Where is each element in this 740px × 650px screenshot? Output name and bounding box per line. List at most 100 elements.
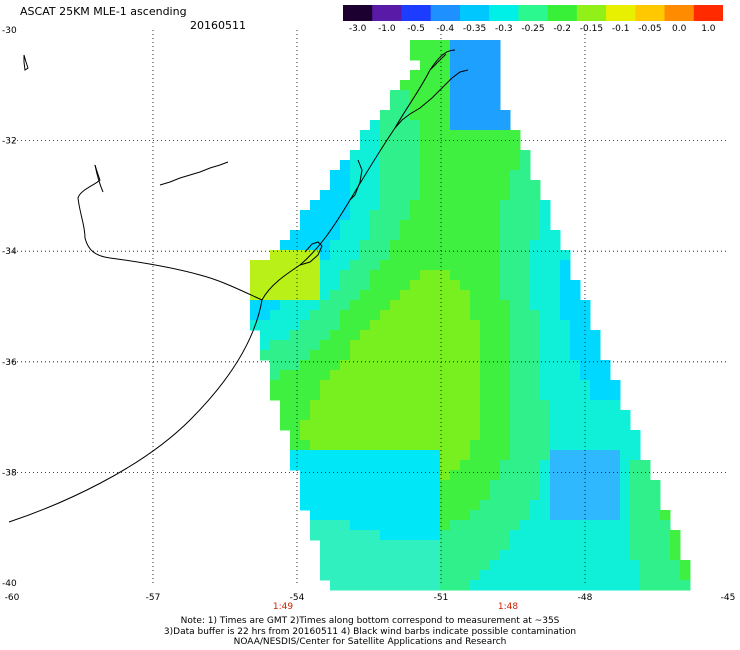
swath-cell	[430, 510, 441, 521]
swath-cell	[280, 320, 291, 331]
swath-cell	[400, 170, 411, 181]
swath-cell	[510, 280, 521, 291]
swath-cell	[460, 490, 471, 501]
swath-cell	[290, 320, 301, 331]
swath-cell	[360, 290, 371, 301]
swath-cell	[610, 510, 621, 521]
swath-cell	[520, 280, 531, 291]
swath-cell	[560, 250, 571, 261]
swath-cell	[400, 560, 411, 571]
longitude-label: -48	[577, 593, 593, 603]
swath-cell	[470, 500, 481, 511]
swath-cell	[340, 300, 351, 311]
swath-cell	[620, 480, 631, 491]
swath-cell	[300, 280, 311, 291]
swath-cell	[430, 450, 441, 461]
swath-cell	[470, 230, 481, 241]
colorbar-swatch	[518, 5, 549, 21]
swath-cell	[470, 470, 481, 481]
swath-cell	[370, 190, 381, 201]
swath-cell	[460, 510, 471, 521]
swath-cell	[340, 350, 351, 361]
swath-cell	[480, 390, 491, 401]
swath-cell	[530, 340, 541, 351]
swath-cell	[550, 530, 561, 541]
swath-cell	[330, 240, 341, 251]
swath-cell	[280, 370, 291, 381]
swath-cell	[370, 540, 381, 551]
swath-cell	[450, 540, 461, 551]
swath-cell	[430, 130, 441, 141]
swath-cell	[460, 260, 471, 271]
swath-cell	[630, 550, 641, 561]
swath-cell	[340, 490, 351, 501]
swath-cell	[550, 340, 561, 351]
swath-cell	[510, 380, 521, 391]
swath-cell	[440, 280, 451, 291]
swath-cell	[410, 420, 421, 431]
swath-cell	[550, 330, 561, 341]
swath-cell	[410, 300, 421, 311]
swath-cell	[610, 470, 621, 481]
swath-cell	[480, 90, 491, 101]
swath-cell	[460, 210, 471, 221]
swath-cell	[570, 360, 581, 371]
swath-cell	[470, 310, 481, 321]
swath-cell	[470, 70, 481, 81]
swath-cell	[350, 180, 361, 191]
swath-cell	[410, 400, 421, 411]
swath-cell	[420, 550, 431, 561]
swath-cell	[290, 460, 301, 471]
swath-cell	[400, 120, 411, 131]
swath-cell	[310, 270, 321, 281]
swath-cell	[380, 480, 391, 491]
swath-cell	[530, 500, 541, 511]
swath-cell	[620, 540, 631, 551]
colorbar-label: -0.05	[638, 24, 662, 34]
swath-cell	[420, 480, 431, 491]
swath-cell	[490, 570, 501, 581]
swath-cell	[450, 60, 461, 71]
swath-cell	[480, 150, 491, 161]
swath-cell	[320, 480, 331, 491]
swath-cell	[360, 300, 371, 311]
swath-cell	[350, 270, 361, 281]
swath-cell	[480, 70, 491, 81]
swath-cell	[440, 170, 451, 181]
swath-cell	[590, 520, 601, 531]
swath-cell	[440, 210, 451, 221]
swath-cell	[450, 90, 461, 101]
colorbar-swatch	[693, 5, 723, 21]
swath-cell	[310, 280, 321, 291]
swath-cell	[290, 240, 301, 251]
swath-cell	[440, 510, 451, 521]
swath-cell	[470, 190, 481, 201]
swath-cell	[510, 250, 521, 261]
colorbar-label: -3.0	[348, 24, 367, 34]
swath-cell	[560, 400, 571, 411]
swath-cell	[300, 410, 311, 421]
colorbar-label: -0.2	[553, 24, 571, 34]
swath-cell	[330, 370, 341, 381]
swath-cell	[290, 410, 301, 421]
swath-cell	[470, 290, 481, 301]
swath-cell	[500, 110, 511, 121]
swath-cell	[630, 520, 641, 531]
swath-cell	[310, 450, 321, 461]
swath-cell	[580, 530, 591, 541]
map-date: 20160511	[190, 19, 246, 32]
swath-cell	[370, 460, 381, 471]
swath-cell	[540, 500, 551, 511]
swath-cell	[600, 380, 611, 391]
swath-cell	[390, 280, 401, 291]
swath-cell	[510, 190, 521, 201]
swath-cell	[570, 400, 581, 411]
swath-cell	[300, 480, 311, 491]
swath-cell	[540, 300, 551, 311]
swath-cell	[490, 330, 501, 341]
swath-cell	[460, 170, 471, 181]
swath-cell	[400, 250, 411, 261]
swath-cell	[520, 220, 531, 231]
swath-cell	[290, 300, 301, 311]
swath-cell	[560, 530, 571, 541]
